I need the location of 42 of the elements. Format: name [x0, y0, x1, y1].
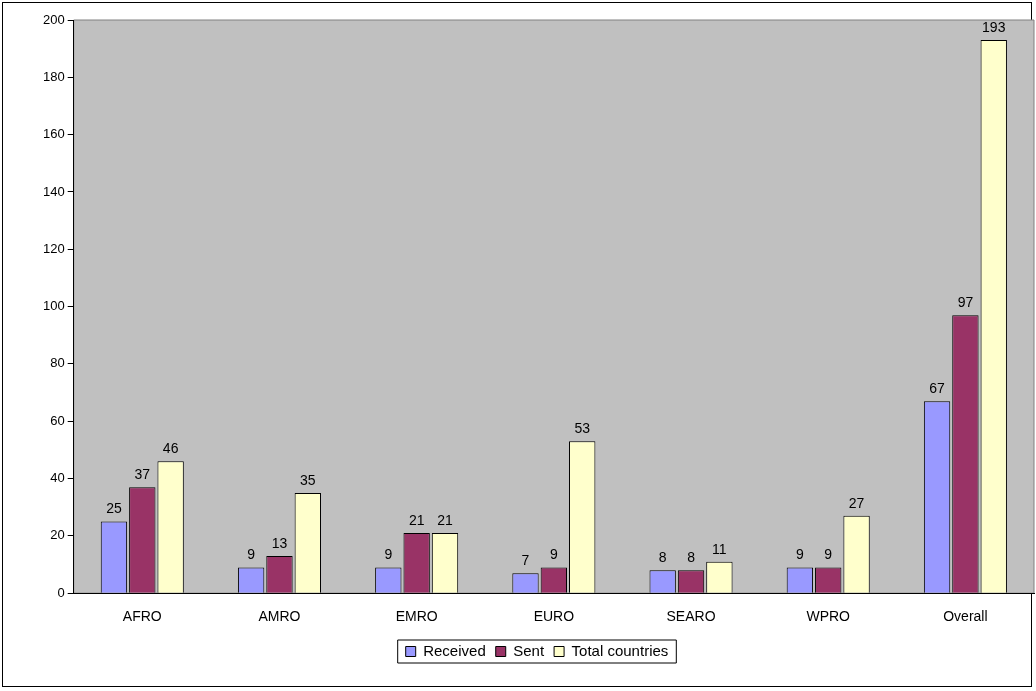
data-label: 9: [549, 546, 558, 563]
data-label: 67: [929, 380, 946, 397]
y-tick-label: 100: [42, 298, 65, 314]
data-label: 27: [848, 494, 865, 511]
data-label: 53: [574, 420, 591, 437]
x-tick-label: AFRO: [122, 608, 162, 625]
data-label: 35: [300, 471, 316, 488]
y-tick-label: 20: [50, 527, 65, 543]
y-tick-label: 200: [42, 11, 65, 27]
data-label: 21: [437, 511, 454, 528]
y-tick-label: 180: [42, 68, 65, 84]
data-label: 8: [687, 549, 696, 566]
data-label: 9: [247, 546, 256, 563]
y-tick-label: 140: [42, 183, 65, 199]
y-tick-label: 40: [50, 470, 65, 486]
data-label: 25: [106, 500, 122, 517]
data-label: 193: [982, 18, 1006, 35]
x-tick-label: WPRO: [806, 608, 851, 625]
data-label: 21: [408, 511, 425, 528]
data-label: 11: [712, 540, 727, 557]
data-label: 46: [162, 440, 179, 457]
y-tick-label: 60: [50, 412, 65, 428]
data-label: 8: [658, 549, 667, 566]
data-label: 9: [384, 546, 393, 563]
x-tick-label: AMRO: [258, 608, 301, 625]
x-tick-label: SEARO: [666, 608, 716, 625]
y-tick-label: 0: [57, 584, 65, 600]
y-tick-label: 120: [42, 240, 65, 256]
data-label: 97: [957, 294, 974, 311]
data-label: 37: [134, 466, 151, 483]
data-label: 13: [271, 534, 288, 551]
legend-label: Received: [423, 641, 486, 659]
legend-label: Total countries: [571, 641, 669, 659]
data-label: 7: [521, 552, 530, 568]
x-tick-label: Overall: [943, 608, 988, 625]
x-tick-label: EMRO: [395, 608, 438, 625]
data-label: 9: [824, 546, 833, 563]
x-tick-label: EURO: [533, 608, 575, 625]
y-tick-label: 160: [42, 126, 65, 142]
legend-label: Sent: [513, 641, 545, 659]
y-tick-label: 80: [50, 355, 65, 371]
data-label: 9: [795, 546, 804, 563]
